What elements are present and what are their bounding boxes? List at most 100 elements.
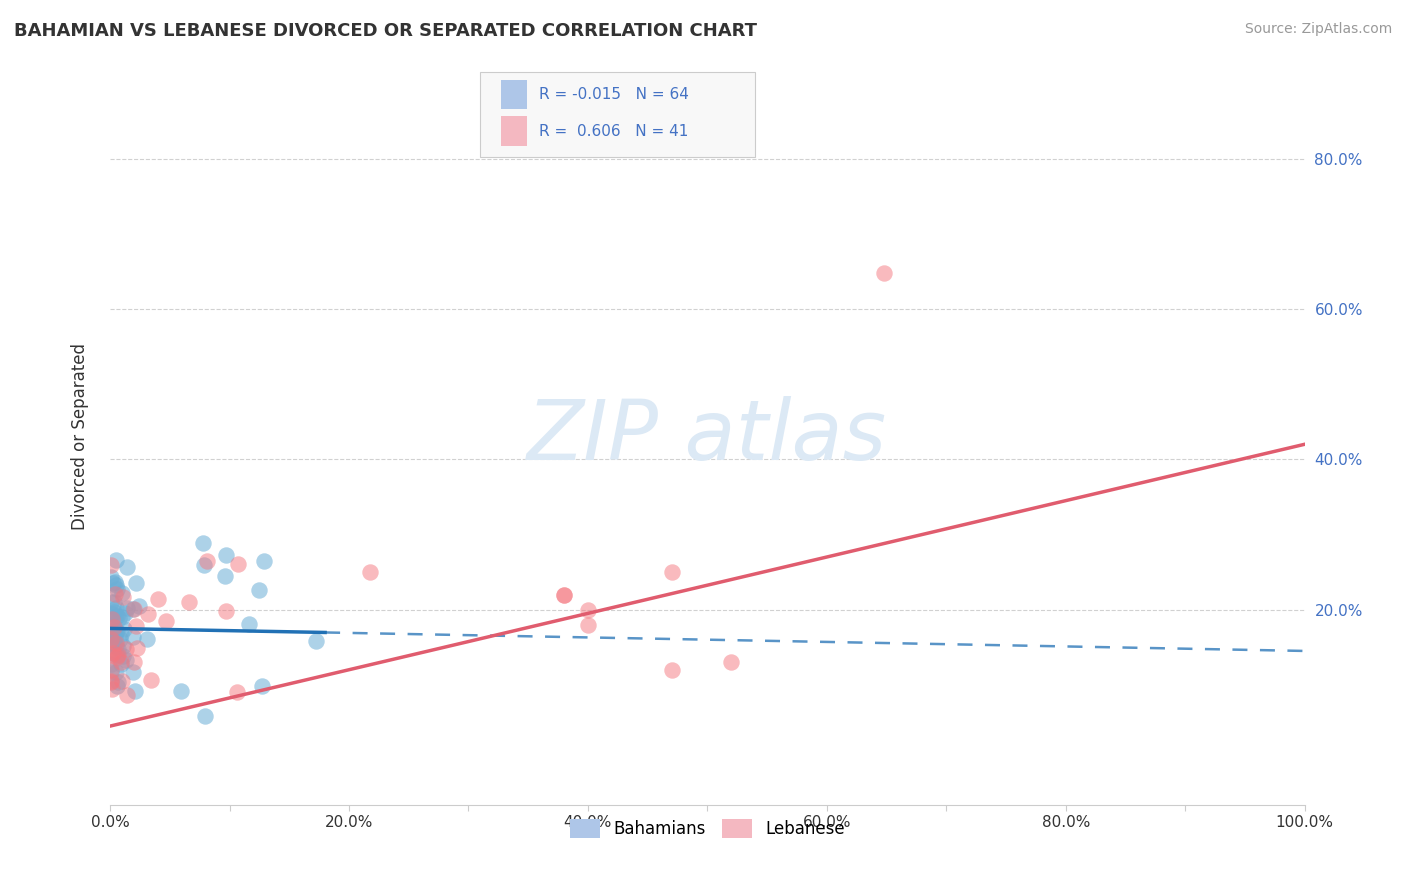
Point — [100, 657, 122, 671]
Point — [122, 601, 145, 615]
Point — [661, 565, 683, 579]
Text: R = -0.015   N = 64: R = -0.015 N = 64 — [538, 87, 689, 102]
Point — [103, 575, 125, 590]
Text: BAHAMIAN VS LEBANESE DIVORCED OR SEPARATED CORRELATION CHART: BAHAMIAN VS LEBANESE DIVORCED OR SEPARAT… — [14, 22, 756, 40]
Text: ZIP atlas: ZIP atlas — [527, 396, 887, 477]
Point — [100, 648, 122, 663]
Point — [194, 709, 217, 723]
Point — [110, 627, 132, 641]
Point — [122, 655, 145, 669]
Point — [661, 663, 683, 677]
Point — [215, 604, 238, 618]
Point — [107, 679, 129, 693]
Point — [110, 657, 132, 672]
Point — [103, 624, 125, 638]
Point — [111, 590, 134, 604]
Point — [104, 636, 127, 650]
Point — [576, 602, 599, 616]
Text: Source: ZipAtlas.com: Source: ZipAtlas.com — [1244, 22, 1392, 37]
Point — [100, 675, 122, 690]
Point — [124, 619, 146, 633]
Point — [104, 587, 127, 601]
Point — [100, 594, 122, 608]
FancyBboxPatch shape — [501, 116, 527, 146]
Point — [112, 649, 135, 664]
Point — [114, 642, 136, 657]
Point — [720, 655, 742, 669]
Point — [128, 599, 150, 614]
Point — [359, 565, 381, 579]
Point — [112, 622, 135, 636]
Point — [105, 608, 128, 623]
Point — [103, 605, 125, 619]
Point — [105, 624, 128, 639]
Point — [101, 627, 124, 641]
Point — [107, 674, 129, 689]
Point — [101, 681, 124, 696]
Point — [139, 673, 162, 687]
Point — [104, 624, 127, 639]
Legend: Bahamians, Lebanese: Bahamians, Lebanese — [562, 812, 852, 845]
Point — [104, 609, 127, 624]
Point — [110, 632, 132, 646]
Point — [124, 576, 146, 591]
Point — [105, 639, 128, 653]
Point — [117, 601, 139, 615]
FancyBboxPatch shape — [481, 72, 755, 157]
Point — [114, 607, 136, 621]
Point — [100, 628, 122, 642]
Point — [146, 592, 169, 607]
Point — [247, 582, 270, 597]
Point — [108, 611, 131, 625]
Point — [100, 674, 122, 689]
Point — [101, 646, 124, 660]
Point — [226, 557, 249, 571]
Point — [105, 601, 128, 615]
Y-axis label: Divorced or Separated: Divorced or Separated — [72, 343, 89, 530]
Point — [214, 548, 236, 562]
Point — [122, 602, 145, 616]
Point — [105, 582, 128, 597]
Point — [226, 684, 249, 698]
FancyBboxPatch shape — [501, 79, 527, 109]
Point — [553, 588, 575, 602]
Point — [104, 648, 127, 662]
Point — [238, 617, 260, 632]
Point — [576, 617, 599, 632]
Point — [873, 266, 896, 280]
Point — [101, 632, 124, 647]
Point — [110, 656, 132, 670]
Point — [100, 558, 122, 572]
Point — [191, 536, 214, 550]
Text: R =  0.606   N = 41: R = 0.606 N = 41 — [538, 124, 689, 138]
Point — [101, 607, 124, 621]
Point — [104, 578, 127, 592]
Point — [305, 634, 328, 648]
Point — [103, 595, 125, 609]
Point — [110, 674, 132, 689]
Point — [103, 620, 125, 634]
Point — [100, 570, 122, 584]
Point — [111, 585, 134, 599]
Point — [101, 623, 124, 637]
Point — [136, 607, 159, 621]
Point — [104, 631, 127, 645]
Point — [101, 631, 124, 645]
Point — [253, 554, 276, 568]
Point — [103, 635, 125, 649]
Point — [104, 553, 127, 567]
Point — [553, 588, 575, 602]
Point — [100, 665, 122, 679]
Point — [115, 689, 138, 703]
Point — [114, 653, 136, 667]
Point — [177, 595, 200, 609]
Point — [100, 663, 122, 677]
Point — [214, 568, 236, 582]
Point — [105, 649, 128, 664]
Point — [111, 610, 134, 624]
Point — [125, 640, 148, 655]
Point — [115, 559, 138, 574]
Point — [122, 630, 145, 644]
Point — [169, 684, 191, 698]
Point — [100, 632, 122, 647]
